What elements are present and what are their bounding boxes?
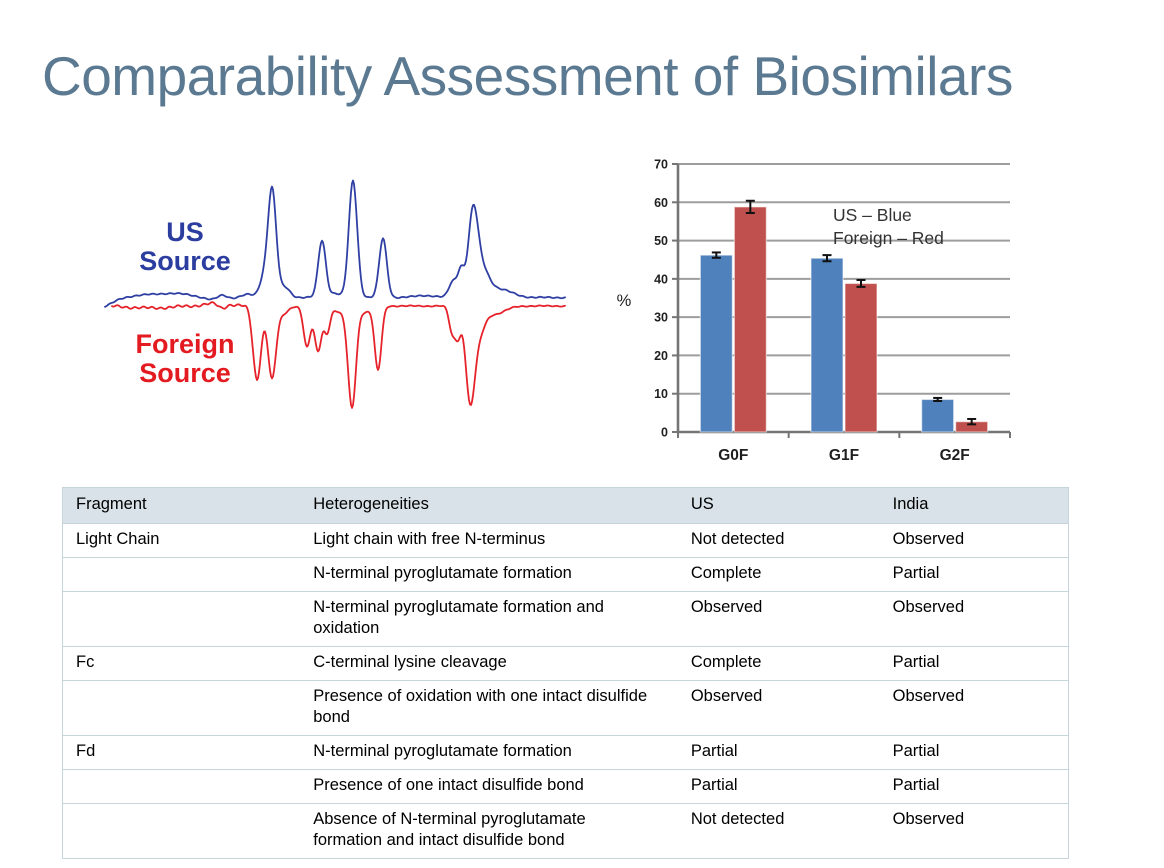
table-cell: Observed [677,680,880,736]
table-row: Absence of N-terminal pyroglutamate form… [62,803,1069,859]
y-tick-label: 40 [654,272,668,286]
table-cell: Observed [879,523,1069,558]
y-tick-label: 50 [654,234,668,248]
bar-us-g1f [810,257,844,433]
glycan-bar-chart: 0 10 20 30 40 50 60 70 G0F G1F G2F% US – Blue Foreig… [617,158,1011,464]
y-tick-label: 0 [661,426,668,440]
table-row: Fc C-terminal lysine cleavage Complete Part… [62,646,1069,681]
table-cell: Complete [677,646,880,681]
table-cell: Not detected [677,523,880,558]
error-bar [933,396,943,402]
table-cell: Absence of N-terminal pyroglutamate form… [300,803,678,859]
category-label: G0F [718,447,748,464]
table-cell: Presence of one intact disulfide bond [300,769,678,804]
table-cell: N-terminal pyroglutamate formation and o… [300,591,678,647]
table-row: Presence of oxidation with one intact di… [62,680,1069,736]
table-header-cell: Heterogeneities [300,487,678,524]
table-cell: Observed [677,591,880,647]
table-header-cell: India [879,487,1069,524]
table-cell [62,680,301,736]
table-header-cell: Fragment [62,487,301,524]
table-cell: Partial [677,769,880,804]
table-cell: N-terminal pyroglutamate formation [300,557,678,592]
comparison-table: Fragment Heterogeneities US India Light Cha… [62,487,1069,859]
table-row: N-terminal pyroglutamate formation and o… [62,591,1069,647]
table-cell: Not detected [677,803,880,859]
table-header: Fragment Heterogeneities US India [62,487,1069,524]
error-bar [745,199,755,215]
table-cell: Partial [879,557,1069,592]
table-cell [62,803,301,859]
error-bar [711,251,721,259]
table-row: N-terminal pyroglutamate formation Comple… [62,557,1069,592]
table-cell: Partial [677,735,880,770]
table-cell: Fc [62,646,301,681]
table-cell [62,557,301,592]
y-axis-label: % [617,292,632,310]
table-cell: Observed [879,591,1069,647]
trace-foreign-source [111,301,566,409]
table-cell: Complete [677,557,880,592]
bar-foreign-g1f [844,282,878,433]
table-cell: Light chain with free N-terminus [300,523,678,558]
table-cell: Observed [879,680,1069,736]
y-tick-label: 20 [654,349,668,363]
table-cell: C-terminal lysine cleavage [300,646,678,681]
table-cell: Light Chain [62,523,301,558]
table-cell: N-terminal pyroglutamate formation [300,735,678,770]
category-label: G1F [829,447,859,464]
legend-line: Foreign – Red [833,228,944,248]
table-cell: Partial [879,735,1069,770]
bar-foreign-g0f [733,206,767,433]
error-bar [822,254,832,263]
table-cell [62,769,301,804]
category-label: G2F [940,447,970,464]
table-cell: Partial [879,769,1069,804]
foreign-source-label: Foreign Source [135,329,235,388]
table-header-cell: US [677,487,880,524]
table-cell: Observed [879,803,1069,859]
table-cell: Presence of oxidation with one intact di… [300,680,678,736]
bar-us-g0f [699,254,733,433]
table-cell [62,591,301,647]
error-bar [967,417,977,426]
table-row: Fd N-terminal pyroglutamate formation Part… [62,735,1069,770]
page-title: Comparability Assessment of Biosimilars [42,45,1013,107]
trace-us-source [104,179,566,308]
bar-us-g2f [921,398,955,433]
table-row: Light Chain Light chain with free N-termi… [62,523,1069,558]
y-tick-label: 70 [654,158,668,172]
table-cell: Fd [62,735,301,770]
y-tick-label: 60 [654,196,668,210]
us-source-label: US Source [139,217,231,276]
table-row: Presence of one intact disulfide bond Par… [62,769,1069,804]
legend-line: US – Blue [833,205,912,225]
y-tick-label: 10 [654,387,668,401]
chromatogram-figure [104,179,566,409]
error-bar [856,279,866,288]
table-cell: Partial [879,646,1069,681]
y-tick-label: 30 [654,311,668,325]
